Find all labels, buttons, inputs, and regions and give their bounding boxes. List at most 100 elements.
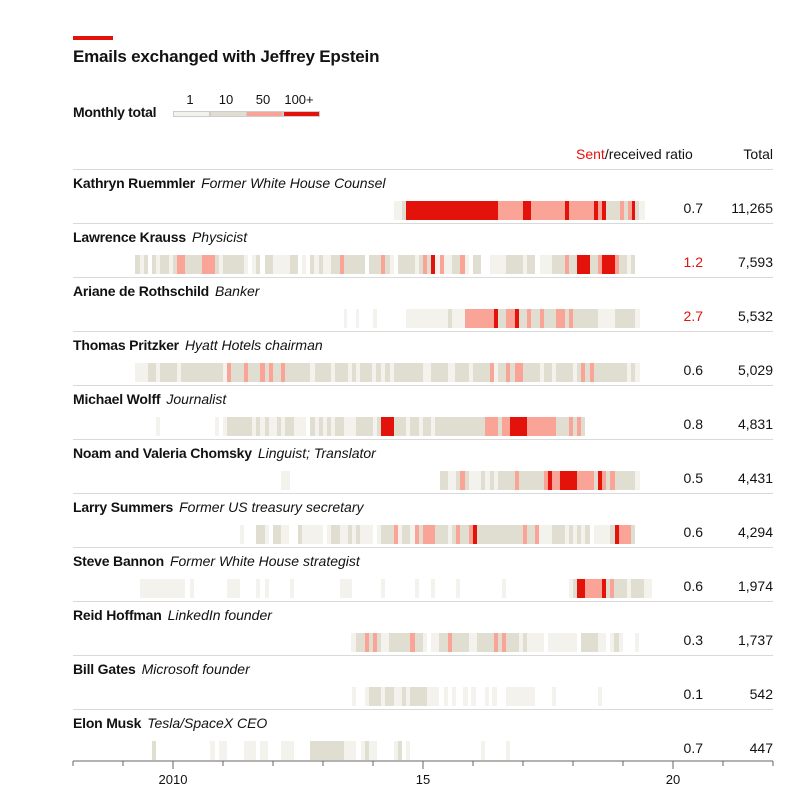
heat-cell — [448, 525, 452, 544]
heat-cell — [494, 363, 498, 382]
heat-cell — [585, 579, 602, 598]
heat-cell — [577, 255, 590, 274]
heat-cell — [340, 255, 344, 274]
heat-cell — [506, 255, 523, 274]
heat-cell — [594, 201, 598, 220]
heat-cell — [585, 363, 590, 382]
legend-tick: 50 — [255, 92, 271, 107]
heat-cell — [356, 363, 360, 382]
heat-cell — [494, 633, 498, 652]
ratio-value: 0.7 — [683, 200, 703, 216]
heat-cell — [302, 525, 323, 544]
received-ratio-label: /received ratio — [604, 146, 693, 162]
heat-cell — [265, 363, 269, 382]
heat-cell — [492, 687, 497, 706]
heat-cell — [569, 255, 577, 274]
heat-cell — [631, 363, 635, 382]
heat-cell — [452, 687, 456, 706]
heat-cell — [527, 309, 531, 328]
heat-cell — [527, 417, 556, 436]
heat-cell — [406, 741, 410, 760]
heat-cell — [515, 363, 523, 382]
heat-cell — [473, 525, 477, 544]
heat-cell — [556, 309, 565, 328]
heat-cell — [398, 525, 402, 544]
heat-cell — [327, 417, 331, 436]
heat-cell — [435, 525, 448, 544]
total-header: Total — [743, 146, 773, 162]
heat-cell — [606, 579, 610, 598]
heat-cell — [498, 633, 502, 652]
heat-cell — [448, 363, 455, 382]
heat-cell — [577, 471, 594, 490]
heat-cell — [390, 255, 394, 274]
row-label: Steve Bannon Former White House strategis… — [73, 553, 360, 569]
heat-cell — [465, 471, 469, 490]
heat-cell — [615, 525, 619, 544]
heat-cell — [598, 471, 602, 490]
heat-cell — [531, 201, 565, 220]
heat-cell — [231, 363, 244, 382]
heat-cell — [394, 201, 402, 220]
ratio-value: 0.6 — [683, 578, 703, 594]
heat-cell — [444, 255, 452, 274]
heat-cell — [498, 201, 523, 220]
row-label: Larry Summers Former US treasury secretar… — [73, 499, 364, 515]
person-name: Ariane de Rothschild — [73, 283, 210, 299]
heat-cell — [481, 741, 485, 760]
heat-cell — [498, 363, 506, 382]
heat-cell — [615, 309, 635, 328]
heat-cell — [469, 525, 473, 544]
heat-cell — [351, 633, 356, 652]
heat-cell — [502, 633, 506, 652]
row-divider — [73, 709, 773, 710]
heat-cell — [385, 255, 390, 274]
person-name: Michael Wolff — [73, 391, 161, 407]
heat-cell — [377, 417, 381, 436]
heat-cell — [485, 471, 490, 490]
heat-cell — [285, 417, 294, 436]
heat-cell — [627, 255, 631, 274]
heat-cell — [460, 525, 469, 544]
total-value: 4,294 — [737, 524, 773, 540]
row-label: Lawrence Krauss Physicist — [73, 229, 247, 245]
heat-cell — [415, 255, 419, 274]
heat-cell — [269, 417, 277, 436]
heat-cell — [552, 687, 556, 706]
row-divider — [73, 223, 773, 224]
heat-cell — [394, 741, 398, 760]
heat-cell — [431, 255, 435, 274]
person-role: Former US treasury secretary — [179, 499, 364, 515]
heat-cell — [615, 255, 619, 274]
heat-cell — [277, 417, 281, 436]
heat-cell — [581, 417, 585, 436]
person-role: Microsoft founder — [141, 661, 250, 677]
heat-cell — [210, 741, 215, 760]
heat-cell — [152, 741, 156, 760]
heat-cell — [215, 417, 219, 436]
person-name: Thomas Pritzker — [73, 337, 179, 353]
total-value: 447 — [749, 740, 773, 756]
heat-cell — [540, 255, 552, 274]
heat-cell — [248, 363, 260, 382]
heat-cell — [631, 525, 635, 544]
heat-cell — [619, 525, 631, 544]
heat-cell — [415, 633, 423, 652]
heat-cell — [573, 417, 577, 436]
heat-cell — [448, 633, 452, 652]
heat-cell — [519, 309, 527, 328]
heat-cell — [256, 417, 260, 436]
heat-cell — [498, 471, 515, 490]
heat-cell — [394, 417, 406, 436]
person-name: Larry Summers — [73, 499, 174, 515]
heat-cell — [365, 633, 369, 652]
heat-cell — [369, 633, 373, 652]
row-label: Michael Wolff Journalist — [73, 391, 226, 407]
heat-cell — [556, 417, 569, 436]
heat-cell — [427, 255, 431, 274]
heat-cell — [510, 363, 515, 382]
heat-cell — [223, 255, 244, 274]
heat-cell — [490, 255, 506, 274]
heat-cell — [455, 363, 469, 382]
heat-cell — [560, 471, 577, 490]
